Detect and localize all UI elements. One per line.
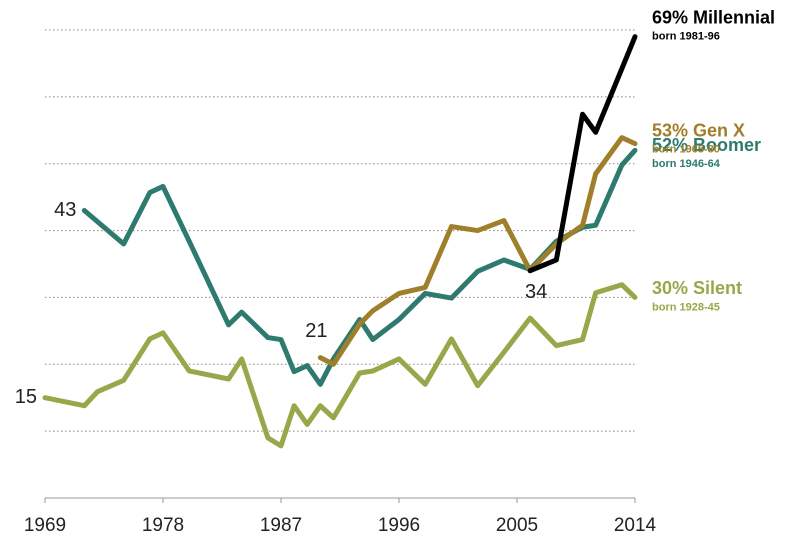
- annotation: 15: [15, 386, 37, 408]
- series-label: 52% Boomer: [652, 135, 761, 155]
- series-label: 53% Gen X: [652, 120, 745, 140]
- series-sublabel: born 1928-45: [652, 301, 720, 313]
- x-tick-label: 1987: [260, 515, 302, 536]
- x-tick-label: 2005: [496, 515, 538, 536]
- series-sublabel: born 1965-80: [652, 144, 720, 156]
- series-line: [81, 147, 638, 387]
- x-tick-label: 2014: [614, 515, 657, 536]
- series-sublabel: born 1946-64: [652, 158, 721, 170]
- series-line: [527, 34, 638, 274]
- x-tick-label: 1996: [378, 515, 420, 536]
- series-line: [317, 135, 638, 367]
- x-tick-label: 1969: [24, 515, 66, 536]
- annotation: 34: [525, 281, 547, 303]
- x-tick-label: 1978: [142, 515, 184, 536]
- series-sublabel: born 1981-96: [652, 31, 720, 43]
- series-label: 69% Millennial: [652, 7, 775, 27]
- series-label: 30% Silent: [652, 278, 742, 298]
- series-line: [42, 282, 638, 449]
- annotation: 43: [54, 199, 76, 221]
- annotation: 21: [305, 320, 327, 342]
